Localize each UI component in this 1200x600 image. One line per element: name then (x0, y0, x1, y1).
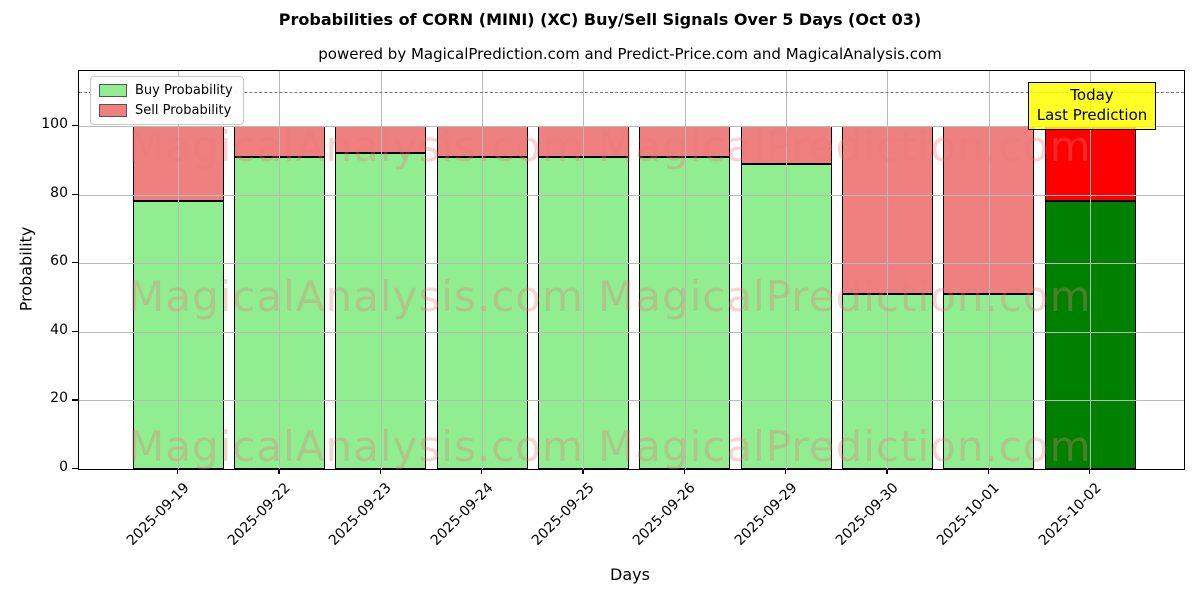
x-tick-label: 2025-09-29 (731, 480, 801, 549)
y-tick-mark (72, 124, 78, 127)
chart-title: Probabilities of CORN (MINI) (XC) Buy/Se… (278, 10, 922, 29)
v-gridline (887, 71, 889, 469)
y-tick-label: 80 (50, 184, 68, 201)
legend: Buy Probability Sell Probability (90, 76, 244, 125)
y-tick-mark (72, 330, 78, 333)
x-tick-mark (1089, 469, 1091, 474)
v-gridline (583, 71, 585, 469)
x-tick-mark (582, 469, 584, 474)
v-gridline (1090, 71, 1091, 469)
x-axis-label: Days (610, 565, 650, 584)
y-tick-mark (72, 399, 78, 401)
x-tick-mark (987, 469, 989, 474)
dashed-threshold-line (79, 91, 1184, 93)
y-tick-label: 20 (50, 390, 68, 407)
x-tick-label: 2025-09-25 (528, 480, 598, 549)
x-tick-label: 2025-09-30 (832, 480, 902, 549)
v-gridline (988, 71, 990, 469)
v-gridline (786, 71, 787, 469)
x-tick-mark (278, 469, 280, 474)
x-tick-mark (481, 469, 483, 474)
y-tick-mark (72, 262, 78, 264)
x-tick-mark (683, 469, 685, 474)
v-gridline (482, 71, 483, 469)
x-tick-label: 2025-09-26 (630, 480, 699, 549)
h-gridline (79, 125, 1184, 127)
y-tick-mark (72, 468, 78, 470)
legend-item-sell: Sell Probability (99, 103, 233, 118)
sell-color-swatch (99, 104, 127, 117)
v-gridline (178, 71, 179, 469)
y-tick-label: 40 (50, 321, 68, 338)
legend-label-buy: Buy Probability (135, 83, 233, 98)
h-gridline (79, 331, 1184, 333)
chart-subtitle: powered by MagicalPrediction.com and Pre… (318, 45, 942, 63)
legend-label-sell: Sell Probability (135, 103, 232, 118)
plot-area (78, 70, 1185, 470)
today-annotation-line1: Today (1070, 86, 1114, 104)
today-annotation: Today Last Prediction (1028, 82, 1156, 130)
h-gridline (79, 263, 1184, 265)
v-gridline (380, 71, 382, 469)
v-gridline (684, 71, 686, 469)
x-tick-label: 2025-09-22 (224, 480, 294, 549)
x-tick-label: 2025-09-24 (427, 480, 497, 549)
x-tick-label: 2025-09-23 (326, 480, 396, 549)
x-tick-mark (886, 469, 888, 474)
x-tick-mark (177, 469, 179, 474)
y-tick-label: 0 (59, 459, 68, 475)
y-axis-label: Probability (16, 226, 36, 312)
buy-color-swatch (99, 84, 127, 97)
h-gridline (79, 400, 1184, 402)
x-tick-label: 2025-10-02 (1035, 480, 1105, 549)
legend-item-buy: Buy Probability (99, 83, 233, 98)
x-tick-label: 2025-09-19 (123, 480, 193, 549)
x-tick-mark (379, 469, 382, 474)
y-tick-label: 100 (41, 115, 68, 132)
y-tick-mark (72, 193, 78, 195)
x-tick-mark (785, 469, 787, 474)
h-gridline (79, 194, 1184, 196)
x-tick-label: 2025-10-01 (934, 480, 1003, 549)
v-gridline (279, 71, 281, 469)
today-annotation-line2: Last Prediction (1036, 106, 1148, 125)
y-tick-label: 60 (50, 253, 68, 270)
